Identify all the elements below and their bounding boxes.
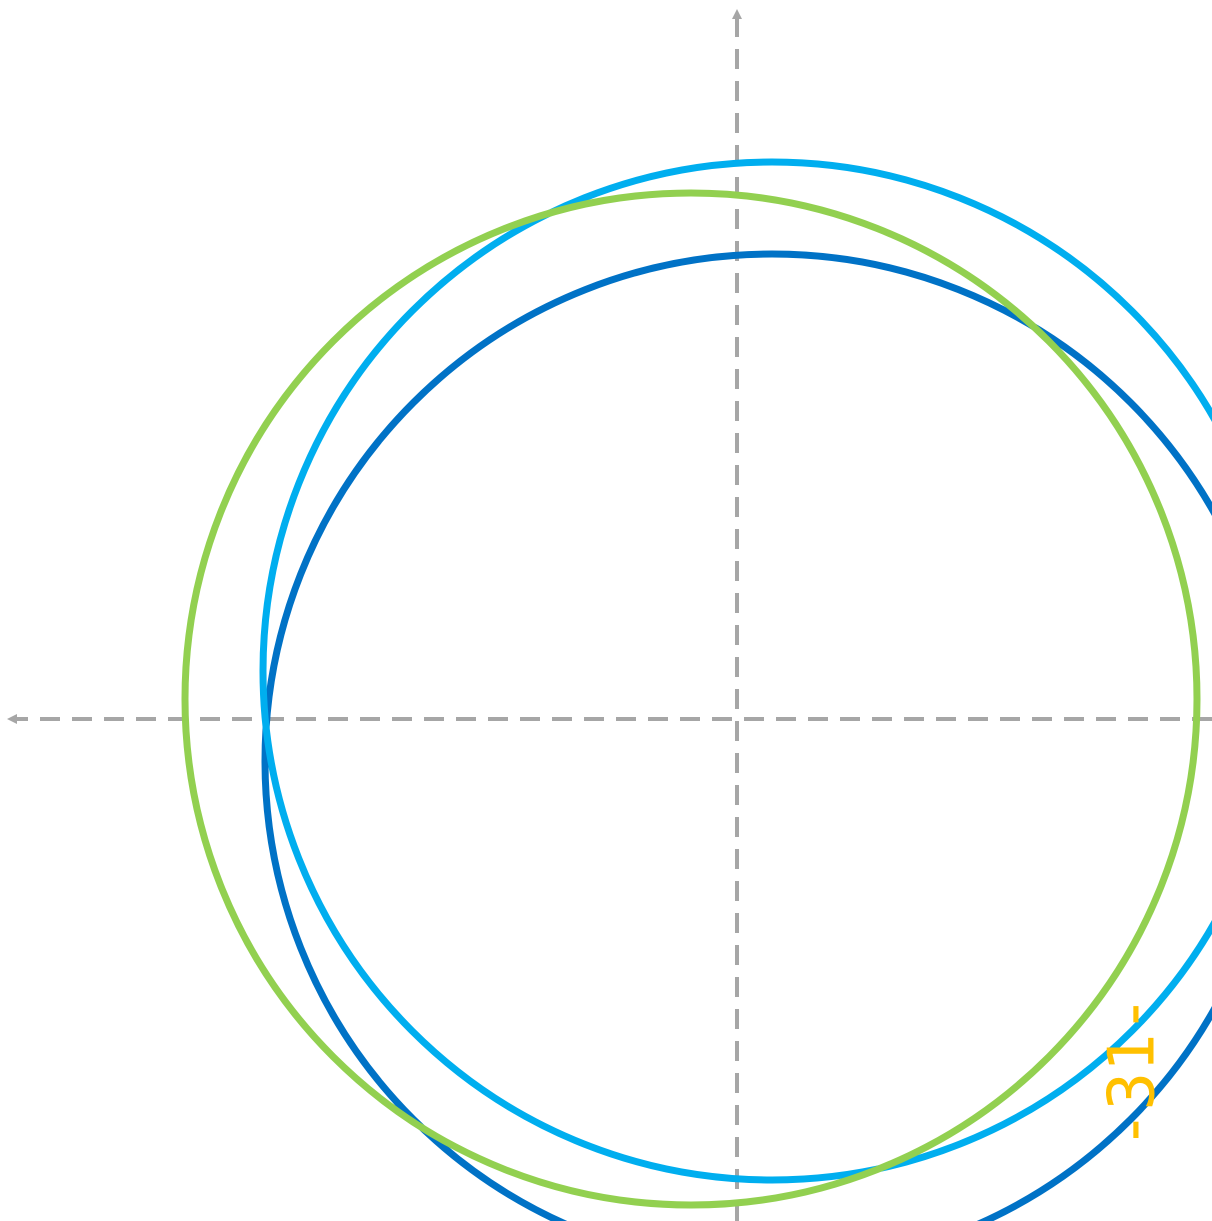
rotated-label: -31-: [1096, 995, 1170, 1149]
circle-dark-blue: [261, 250, 1212, 1221]
circle-light-blue: [259, 158, 1212, 1184]
circle-green: [181, 189, 1201, 1209]
